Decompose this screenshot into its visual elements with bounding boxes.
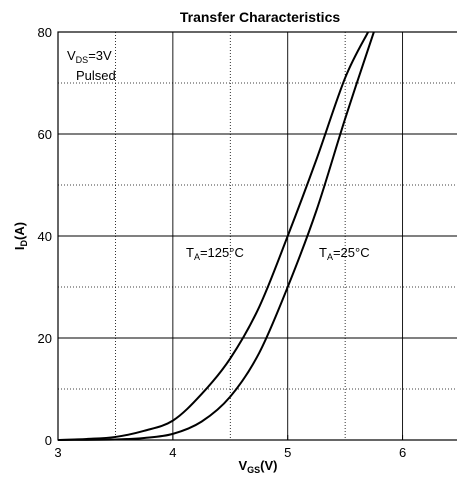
chart-title: Transfer Characteristics <box>180 9 341 25</box>
x-tick-label: 5 <box>284 445 291 460</box>
series-line-25c <box>57 31 375 441</box>
x-tick-label: 3 <box>54 445 61 460</box>
series-label-25c: TA=25°C <box>319 245 370 262</box>
x-tick-label: 6 <box>399 445 406 460</box>
y-tick-label: 0 <box>45 433 52 448</box>
condition-value: =3V <box>88 48 112 63</box>
x-axis-label: VGS(V) <box>238 458 277 475</box>
y-tick-label: 60 <box>38 127 52 142</box>
series-label-125c: TA=125°C <box>186 245 244 262</box>
y-tick-label: 80 <box>38 25 52 40</box>
x-tick-label: 4 <box>169 445 176 460</box>
condition-main: V <box>67 48 76 63</box>
grid <box>58 32 457 440</box>
condition-annotation: VDS=3V <box>67 48 112 65</box>
pulsed-annotation: Pulsed <box>76 68 116 83</box>
series-line-125c <box>57 31 370 441</box>
y-axis-label: ID(A) <box>12 222 29 250</box>
series-group <box>57 31 375 441</box>
condition-sub: DS <box>76 55 89 65</box>
y-tick-label: 20 <box>38 331 52 346</box>
y-tick-label: 40 <box>38 229 52 244</box>
